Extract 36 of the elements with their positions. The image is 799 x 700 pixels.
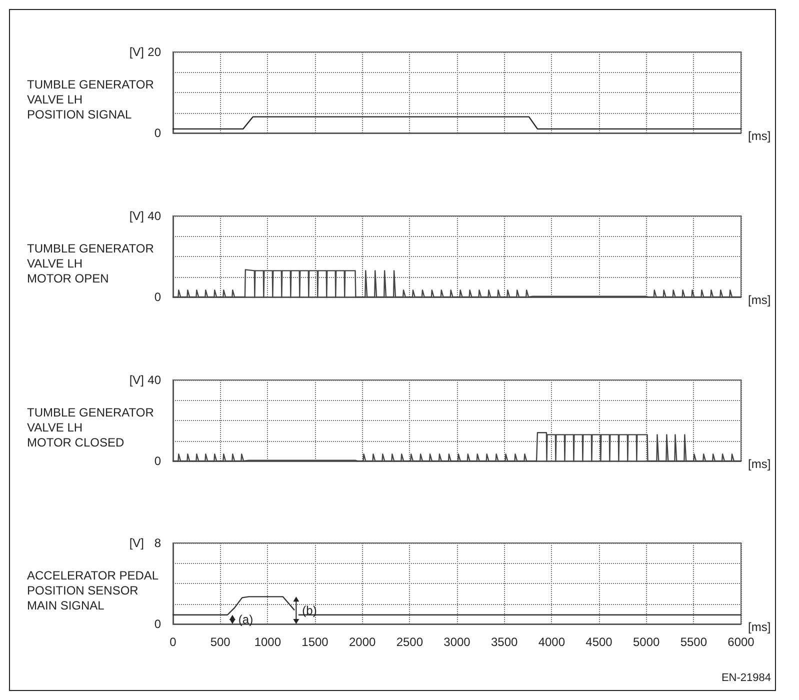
y-axis-title: [V] bbox=[129, 209, 144, 223]
x-tick-label: 500 bbox=[210, 635, 231, 649]
y-axis-title: [V] bbox=[129, 45, 144, 59]
x-axis-title: [ms] bbox=[748, 620, 771, 634]
y-tick-label: 20 bbox=[148, 45, 162, 59]
y-tick-label: 0 bbox=[154, 290, 162, 304]
x-tick-label: 4500 bbox=[586, 635, 613, 649]
x-tick-label: 0 bbox=[170, 635, 177, 649]
y-axis-title: [V] bbox=[129, 536, 144, 550]
y-tick-label: 40 bbox=[148, 209, 162, 223]
y-tick-label: 0 bbox=[154, 454, 162, 468]
x-tick-label: 3000 bbox=[444, 635, 471, 649]
x-tick-label: 1000 bbox=[254, 635, 282, 649]
text: TUMBLE GENERATOR VALVE LH MOTOR CLOSED bbox=[27, 406, 154, 450]
text: TUMBLE GENERATOR VALVE LH MOTOR OPEN bbox=[27, 242, 154, 286]
x-tick-label: 2000 bbox=[348, 635, 376, 649]
annotation: (b) bbox=[302, 603, 317, 618]
annotation: (a) bbox=[238, 612, 254, 626]
text: ACCELERATOR PEDAL POSITION SENSOR MAIN SIGNAL bbox=[27, 568, 159, 612]
x-tick-label: 1500 bbox=[302, 635, 329, 649]
text: TUMBLE GENERATOR VALVE LH POSITION SIGNAL bbox=[27, 78, 154, 122]
x-tick-label: 3500 bbox=[490, 635, 518, 649]
x-tick-label: 4000 bbox=[538, 635, 566, 649]
text: EN-21984 bbox=[721, 672, 771, 684]
y-tick-label: 40 bbox=[148, 373, 162, 387]
y-tick-label: 0 bbox=[154, 126, 162, 140]
x-tick-label: 5500 bbox=[680, 635, 708, 649]
y-tick-label: 0 bbox=[154, 617, 162, 631]
x-axis-title: [ms] bbox=[748, 293, 771, 307]
y-tick-label: 8 bbox=[154, 536, 162, 550]
x-tick-label: 6000 bbox=[728, 635, 755, 649]
x-tick-label: 5000 bbox=[632, 635, 660, 649]
y-axis-title: [V] bbox=[129, 373, 144, 387]
x-axis-title: [ms] bbox=[748, 129, 771, 143]
x-axis-title: [ms] bbox=[748, 457, 771, 471]
x-tick-label: 2500 bbox=[396, 635, 424, 649]
